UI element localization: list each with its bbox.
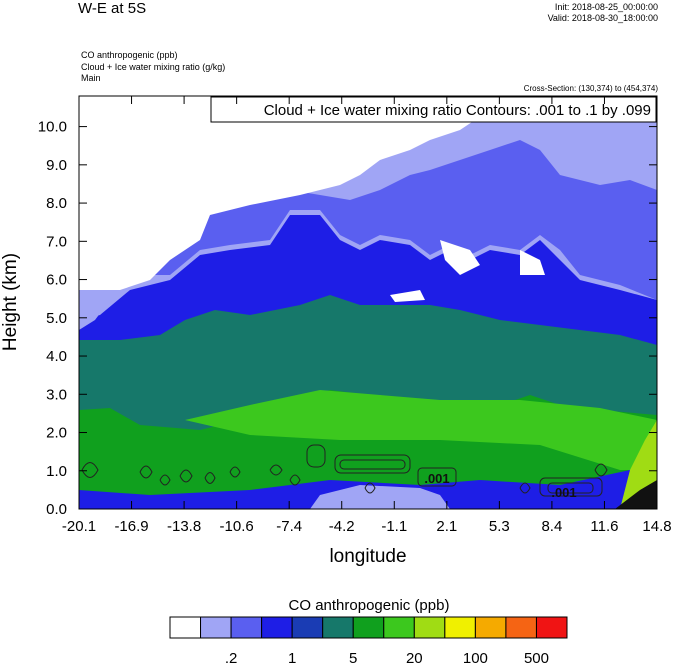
- field-lilac-patch: [79, 300, 110, 330]
- colorbar-swatch: [261, 616, 293, 639]
- y-tick-label: 0.0: [46, 501, 67, 518]
- x-tick-label: -10.6: [220, 518, 254, 535]
- field-name-co: CO anthropogenic (ppb): [81, 50, 178, 60]
- colorbar-tick-label: 100: [463, 650, 488, 667]
- colorbar-title: CO anthropogenic (ppb): [289, 597, 450, 614]
- y-tick-label: 4.0: [46, 348, 67, 365]
- x-tick-label: -20.1: [62, 518, 96, 535]
- x-tick-label: 11.6: [590, 518, 618, 535]
- field-light-green-band: [185, 390, 657, 470]
- x-tick-label: 14.8: [642, 518, 671, 535]
- contour-value-label: .001: [551, 485, 576, 500]
- colorbar-swatch: [444, 616, 476, 639]
- y-tick-label: 3.0: [46, 386, 67, 403]
- colorbar-tick-label: 1: [288, 650, 296, 667]
- field-white-patch-3: [390, 290, 425, 302]
- colorbar-swatch: [352, 616, 385, 639]
- valid-time: Valid: 2018-08-30_18:00:00: [547, 13, 658, 23]
- colorbar: .2 1 5 20 100 500: [169, 616, 568, 667]
- colorbar-swatch: [474, 616, 507, 639]
- plot-title: W-E at 5S: [78, 0, 147, 17]
- colorbar-tick-label: .2: [225, 650, 238, 667]
- contour-line: [417, 467, 457, 487]
- y-tick-label: 5.0: [46, 310, 67, 327]
- colorbar-swatch: [230, 616, 263, 639]
- field-white-sky: [79, 96, 500, 290]
- contour-line: [539, 477, 603, 497]
- field-mid-blue-upper: [130, 140, 657, 300]
- x-tick-label: 5.3: [489, 518, 510, 535]
- colorbar-tick-label: 500: [524, 650, 549, 667]
- colorbar-swatch: [413, 616, 446, 639]
- colorbar-tick-label: 20: [406, 650, 423, 667]
- field-blue-upper: [79, 215, 657, 345]
- contour-line: [306, 444, 326, 468]
- x-tick-label: 2.1: [436, 518, 457, 535]
- field-dark-corner: [615, 480, 657, 509]
- colorbar-swatch: [291, 616, 324, 639]
- contour-value-label: .001: [424, 471, 449, 486]
- colorbar-tick-label: 5: [349, 650, 357, 667]
- colorbar-swatch: [200, 616, 232, 639]
- colorbar-swatch: [505, 616, 537, 639]
- colorbar-swatch: [383, 616, 415, 639]
- y-axis-label: Height (km): [0, 253, 21, 351]
- colorbar-swatch: [535, 616, 568, 639]
- co-field: [79, 96, 657, 509]
- y-tick-label: 6.0: [46, 272, 67, 289]
- init-time: Init: 2018-08-25_00:00:00: [554, 2, 658, 12]
- contour-line: [547, 482, 594, 494]
- x-tick-label: -4.2: [329, 518, 355, 535]
- field-name-cloud: Cloud + Ice water mixing ratio (g/kg): [81, 62, 226, 72]
- field-white-patch: [440, 240, 480, 275]
- contour-label-box: [210, 96, 657, 123]
- x-tick-label: -16.9: [114, 518, 148, 535]
- colorbar-swatch: [322, 616, 354, 639]
- x-tick-label: -1.1: [381, 518, 407, 535]
- y-tick-label: 8.0: [46, 195, 67, 212]
- colorbar-swatch: [169, 616, 202, 639]
- x-tick-label: -7.4: [276, 518, 302, 535]
- contour-label: Cloud + Ice water mixing ratio Contours:…: [264, 102, 651, 119]
- x-axis-label: longitude: [329, 546, 406, 567]
- y-tick-label: 10.0: [38, 119, 67, 136]
- y-tick-label: 2.0: [46, 425, 67, 442]
- contour-line: [339, 459, 406, 470]
- plot-frame: [78, 95, 658, 510]
- field-lilac-mid: [310, 485, 450, 509]
- x-tick-label: -13.8: [167, 518, 201, 535]
- cross-section-label: Cross-Section: (130,374) to (454,374): [523, 84, 658, 93]
- y-tick-label: 9.0: [46, 157, 67, 174]
- cloud-contours: [81, 444, 608, 497]
- axes: -20.1 -16.9 -13.8 -10.6 -7.4 -4.2 -1.1 2.1 5.3 8.…: [38, 96, 672, 535]
- contour-line: [334, 454, 411, 474]
- contour-line: [81, 462, 608, 494]
- field-white-patch-2: [520, 250, 545, 275]
- x-tick-label: 8.4: [541, 518, 562, 535]
- y-tick-label: 7.0: [46, 233, 67, 250]
- y-tick-label: 1.0: [46, 463, 67, 480]
- field-name-main: Main: [81, 73, 101, 83]
